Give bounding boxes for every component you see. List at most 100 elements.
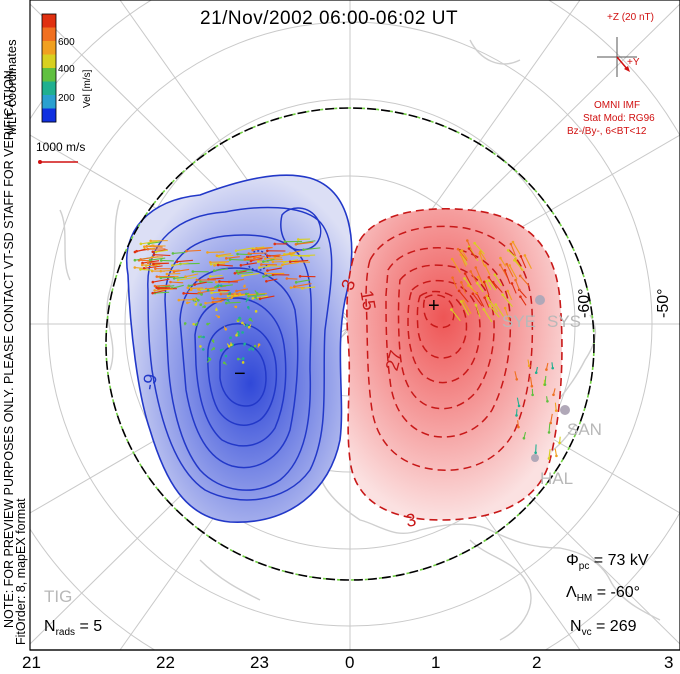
vector-origin <box>235 269 239 273</box>
velocity-vector <box>142 264 158 267</box>
velocity-vector <box>488 276 498 289</box>
velocity-vector <box>195 297 199 301</box>
velocity-vector <box>475 267 483 282</box>
velocity-vector <box>527 359 530 366</box>
velocity-vector <box>219 280 238 283</box>
velocity-vector <box>236 288 248 292</box>
velocity-vector <box>550 413 553 424</box>
velocity-vector <box>249 346 253 350</box>
colorbar-tick-200: 200 <box>58 93 75 104</box>
velocity-vector <box>148 241 161 245</box>
velocity-vector <box>475 304 481 318</box>
velocity-vector <box>154 288 173 291</box>
vector-origin <box>172 276 176 280</box>
velocity-vector <box>210 274 223 277</box>
radar-station-markers <box>531 295 570 462</box>
velocity-vector <box>152 278 170 283</box>
station-sye: SYE <box>502 312 537 331</box>
velocity-vector <box>186 249 202 252</box>
velocity-vector <box>160 269 180 272</box>
velocity-vector <box>523 431 527 439</box>
velocity-vector <box>559 436 561 443</box>
velocity-vector <box>210 348 215 351</box>
colorbar-segment <box>42 14 56 28</box>
vector-origin <box>226 294 230 298</box>
velocity-vector <box>142 260 160 264</box>
velocity-vector <box>290 259 309 263</box>
velocity-vector <box>149 257 166 261</box>
velocity-vector <box>552 388 556 395</box>
hm-boundary-latitude: ΛHM = -60° <box>566 584 641 605</box>
potential-minimum: − <box>234 363 246 385</box>
velocity-vectors <box>133 238 561 460</box>
velocity-vector <box>286 278 298 280</box>
velocity-vector <box>208 277 224 280</box>
velocity-vector <box>212 340 215 344</box>
mlt-tick-3: 3 <box>664 653 674 672</box>
velocity-vector <box>499 257 507 267</box>
coastline <box>59 39 661 641</box>
velocity-vector <box>479 253 485 266</box>
colorbar-tick-600: 600 <box>58 37 75 48</box>
vector-origin <box>214 285 217 289</box>
velocity-vector <box>216 253 232 257</box>
velocity-vector <box>232 293 236 298</box>
velocity-vector <box>464 273 472 286</box>
station-sys: SYS <box>547 312 582 331</box>
velocity-vector <box>483 309 493 323</box>
velocity-vector <box>484 297 490 308</box>
vector-origin <box>225 257 228 260</box>
velocity-vector <box>195 321 199 326</box>
velocity-vector <box>516 397 520 407</box>
imf-clock <box>597 37 637 77</box>
velocity-vector <box>185 273 199 278</box>
velocity-vector <box>291 254 310 257</box>
contour-label-3-bottom: 3 <box>404 509 417 530</box>
velocity-vector <box>468 248 477 259</box>
velocity-vector <box>266 278 278 282</box>
velocity-vector <box>511 283 517 294</box>
fit-note: FitOrder: 8, mapEX format <box>14 498 28 645</box>
velocity-vector <box>171 284 184 289</box>
velocity-vector <box>259 265 270 269</box>
velocity-vector <box>227 299 230 303</box>
velocity-vector <box>220 348 224 351</box>
velocity-vector <box>255 296 258 301</box>
mlt-tick-0: 0 <box>345 653 355 672</box>
colorbar-segment <box>42 108 56 123</box>
velocity-vector <box>254 255 265 259</box>
velocity-vector <box>499 264 509 278</box>
velocity-vector <box>535 366 538 373</box>
velocity-vector <box>495 304 504 317</box>
velocity-vector <box>509 265 518 280</box>
vector-origin <box>155 275 159 278</box>
velocity-vector <box>155 249 168 253</box>
imf-z-label: +Z (20 nT) <box>607 12 654 23</box>
velocity-vector <box>267 255 280 257</box>
velocity-vector <box>227 293 231 296</box>
velocity-vector <box>472 293 483 307</box>
velocity-vector <box>479 251 487 261</box>
velocity-vector <box>554 402 557 411</box>
colorbar-segment <box>42 81 56 96</box>
velocity-vector <box>513 259 524 271</box>
velocity-vector <box>554 448 557 456</box>
velocity-vector <box>202 306 205 308</box>
vector-origin <box>515 414 518 417</box>
mlt-tick-22: 22 <box>156 653 175 672</box>
velocity-vector <box>243 343 246 347</box>
velocity-vector <box>240 262 257 266</box>
scale-vector-label: 1000 m/s <box>36 140 86 154</box>
vector-origin <box>288 260 292 264</box>
velocity-vector <box>177 276 197 281</box>
velocity-vector <box>252 247 273 251</box>
velocity-vector <box>223 362 227 366</box>
imf-model: Stat Mod: RG96 <box>583 113 655 124</box>
velocity-vector <box>226 343 230 347</box>
velocity-vector <box>228 294 246 297</box>
velocity-vector <box>263 258 275 263</box>
velocity-vector <box>206 358 211 363</box>
colorbar-outline <box>41 13 57 123</box>
velocity-vector <box>461 250 468 260</box>
vector-origin <box>165 272 169 276</box>
